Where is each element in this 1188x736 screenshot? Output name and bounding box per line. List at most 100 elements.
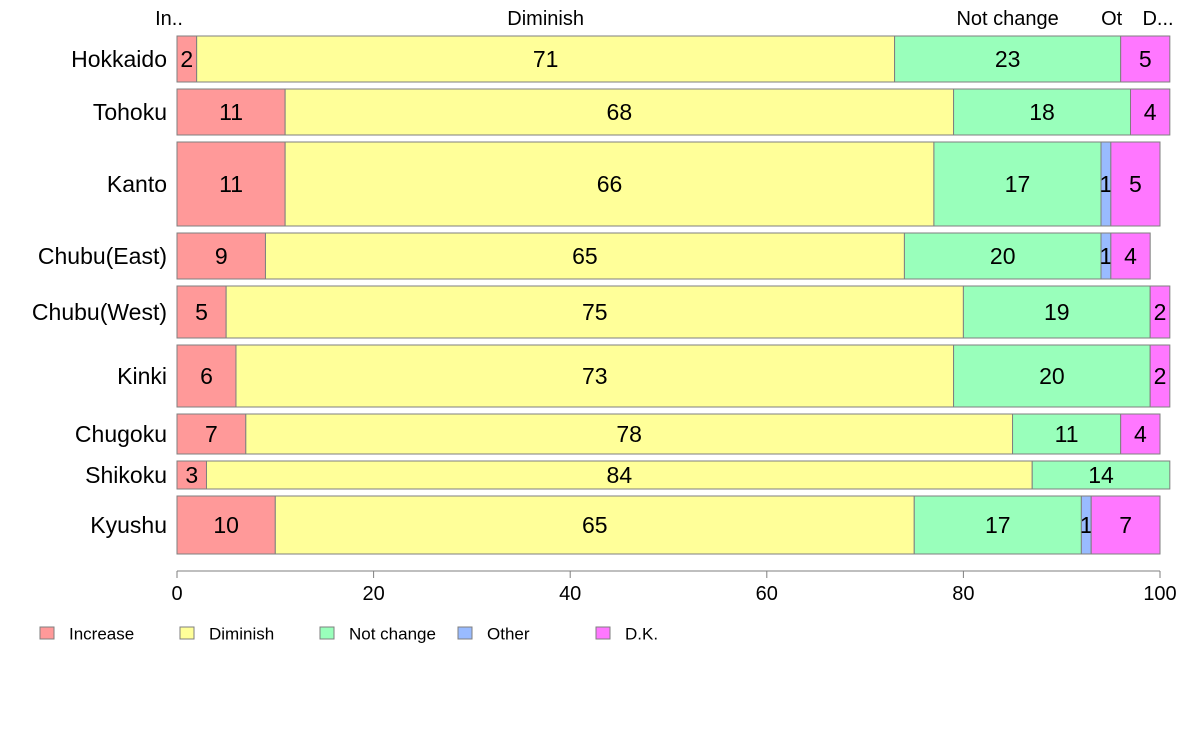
bar-row-kanto: 11 66 17 1 5 xyxy=(176,141,1161,227)
x-tick-label-80: 80 xyxy=(952,583,974,605)
bar-kyushu-d-k xyxy=(1090,495,1161,555)
data-label-tohoku-diminish: 68 xyxy=(607,99,633,125)
bar-kyushu-increase xyxy=(176,495,276,555)
legend: Increase Diminish Not change Other D.K. xyxy=(39,625,658,644)
x-tick-label-0: 0 xyxy=(171,583,182,605)
data-label-chubu-west-d-k: 2 xyxy=(1154,299,1167,325)
data-label-chubu-east-not-change: 20 xyxy=(990,243,1016,269)
data-label-hokkaido-not-change: 23 xyxy=(995,46,1021,72)
data-label-kinki-d-k: 2 xyxy=(1154,363,1167,389)
data-label-kyushu-not-change: 17 xyxy=(985,512,1011,538)
bar-chugoku-d-k xyxy=(1120,413,1161,455)
bars-area: 2 71 23 511 68 18 411 66 17 1 59 65 20 1 45 75 19 26 73 20 2… xyxy=(176,35,1171,555)
data-label-kinki-diminish: 73 xyxy=(582,363,608,389)
bar-row-kyushu: 10 65 17 1 7 xyxy=(176,495,1161,555)
bar-chubu-east-d-k xyxy=(1110,232,1151,280)
category-label-kyushu: Kyushu xyxy=(90,512,167,538)
bar-chugoku-not-change xyxy=(1012,413,1122,455)
legend-item-d-k: D.K. xyxy=(595,625,658,644)
top-series-labels: In.. Diminish Not change Ot D... xyxy=(155,8,1173,30)
category-label-hokkaido: Hokkaido xyxy=(71,46,167,72)
bar-kinki-increase xyxy=(176,344,237,408)
bar-chugoku-diminish xyxy=(245,413,1014,455)
top-label-not-change: Not change xyxy=(956,8,1058,30)
legend-label-other: Other xyxy=(487,625,530,644)
bar-kyushu-diminish xyxy=(274,495,915,555)
x-axis: 0 20 40 60 80 100 xyxy=(171,570,1177,605)
legend-swatch-d-k xyxy=(595,626,611,640)
category-label-shikoku: Shikoku xyxy=(85,462,167,488)
category-label-kinki: Kinki xyxy=(117,363,167,389)
data-label-hokkaido-diminish: 71 xyxy=(533,46,559,72)
bar-chubu-west-d-k xyxy=(1149,285,1171,339)
category-labels: Hokkaido Tohoku Kanto Chubu(East) Chubu(West… xyxy=(32,46,167,538)
bar-row-hokkaido: 2 71 23 5 xyxy=(176,35,1171,83)
bar-hokkaido-not-change xyxy=(894,35,1122,83)
data-label-chubu-west-increase: 5 xyxy=(195,299,208,325)
bar-row-kinki: 6 73 20 2 xyxy=(176,344,1171,408)
bar-row-chubu-east: 9 65 20 1 4 xyxy=(176,232,1151,280)
data-label-tohoku-not-change: 18 xyxy=(1029,99,1055,125)
legend-item-not-change: Not change xyxy=(319,625,436,644)
data-label-chubu-east-increase: 9 xyxy=(215,243,228,269)
legend-label-increase: Increase xyxy=(69,625,134,644)
data-label-chugoku-d-k: 4 xyxy=(1134,421,1147,447)
bar-chubu-east-not-change xyxy=(903,232,1102,280)
category-label-tohoku: Tohoku xyxy=(93,99,167,125)
data-label-kyushu-diminish: 65 xyxy=(582,512,608,538)
data-label-shikoku-diminish: 84 xyxy=(607,462,633,488)
bar-kinki-not-change xyxy=(953,344,1151,408)
bar-row-chugoku: 7 78 11 4 xyxy=(176,413,1161,455)
x-tick-label-40: 40 xyxy=(559,583,581,605)
bar-chubu-west-increase xyxy=(176,285,227,339)
bar-hokkaido-d-k xyxy=(1120,35,1171,83)
data-label-tohoku-increase: 11 xyxy=(219,99,243,125)
bar-shikoku-not-change xyxy=(1031,460,1171,490)
bar-kinki-d-k xyxy=(1149,344,1171,408)
data-label-chubu-east-diminish: 65 xyxy=(572,243,598,269)
legend-label-not-change: Not change xyxy=(349,625,436,644)
data-label-chubu-east-other: 1 xyxy=(1100,243,1113,269)
data-label-kanto-diminish: 66 xyxy=(597,171,623,197)
data-label-kinki-not-change: 20 xyxy=(1039,363,1065,389)
bar-chubu-east-increase xyxy=(176,232,266,280)
data-label-kyushu-increase: 10 xyxy=(213,512,239,538)
category-label-chubu-east: Chubu(East) xyxy=(38,243,167,269)
data-label-kanto-other: 1 xyxy=(1100,171,1113,197)
bar-kyushu-not-change xyxy=(913,495,1082,555)
top-label-diminish: Diminish xyxy=(507,8,584,30)
bar-hokkaido-diminish xyxy=(196,35,896,83)
legend-label-d-k: D.K. xyxy=(625,625,658,644)
bar-row-tohoku: 11 68 18 4 xyxy=(176,88,1171,136)
bar-kanto-increase xyxy=(176,141,286,227)
bar-tohoku-not-change xyxy=(953,88,1132,136)
data-label-chugoku-increase: 7 xyxy=(205,421,218,447)
data-label-kanto-increase: 11 xyxy=(219,171,243,197)
bar-chubu-east-diminish xyxy=(264,232,905,280)
data-label-chubu-west-not-change: 19 xyxy=(1044,299,1070,325)
legend-item-increase: Increase xyxy=(39,625,134,644)
data-label-kanto-not-change: 17 xyxy=(1005,171,1031,197)
data-label-tohoku-d-k: 4 xyxy=(1144,99,1157,125)
data-label-hokkaido-d-k: 5 xyxy=(1139,46,1152,72)
legend-swatch-not-change xyxy=(319,626,335,640)
category-label-chugoku: Chugoku xyxy=(75,421,167,447)
bar-tohoku-diminish xyxy=(284,88,955,136)
bar-kanto-d-k xyxy=(1110,141,1161,227)
top-label-other: Ot xyxy=(1101,8,1123,30)
legend-label-diminish: Diminish xyxy=(209,625,274,644)
legend-swatch-other xyxy=(457,626,473,640)
bar-row-shikoku: 3 84 14 xyxy=(176,460,1171,490)
data-label-shikoku-not-change: 14 xyxy=(1088,462,1114,488)
x-tick-label-100: 100 xyxy=(1143,583,1176,605)
legend-item-other: Other xyxy=(457,625,530,644)
data-label-kyushu-d-k: 7 xyxy=(1119,512,1132,538)
data-label-kyushu-other: 1 xyxy=(1080,512,1093,538)
data-label-kinki-increase: 6 xyxy=(200,363,213,389)
bar-row-chubu-west: 5 75 19 2 xyxy=(176,285,1171,339)
bar-kanto-not-change xyxy=(933,141,1102,227)
bar-tohoku-increase xyxy=(176,88,286,136)
bar-chubu-west-diminish xyxy=(225,285,964,339)
bar-chubu-west-not-change xyxy=(962,285,1151,339)
